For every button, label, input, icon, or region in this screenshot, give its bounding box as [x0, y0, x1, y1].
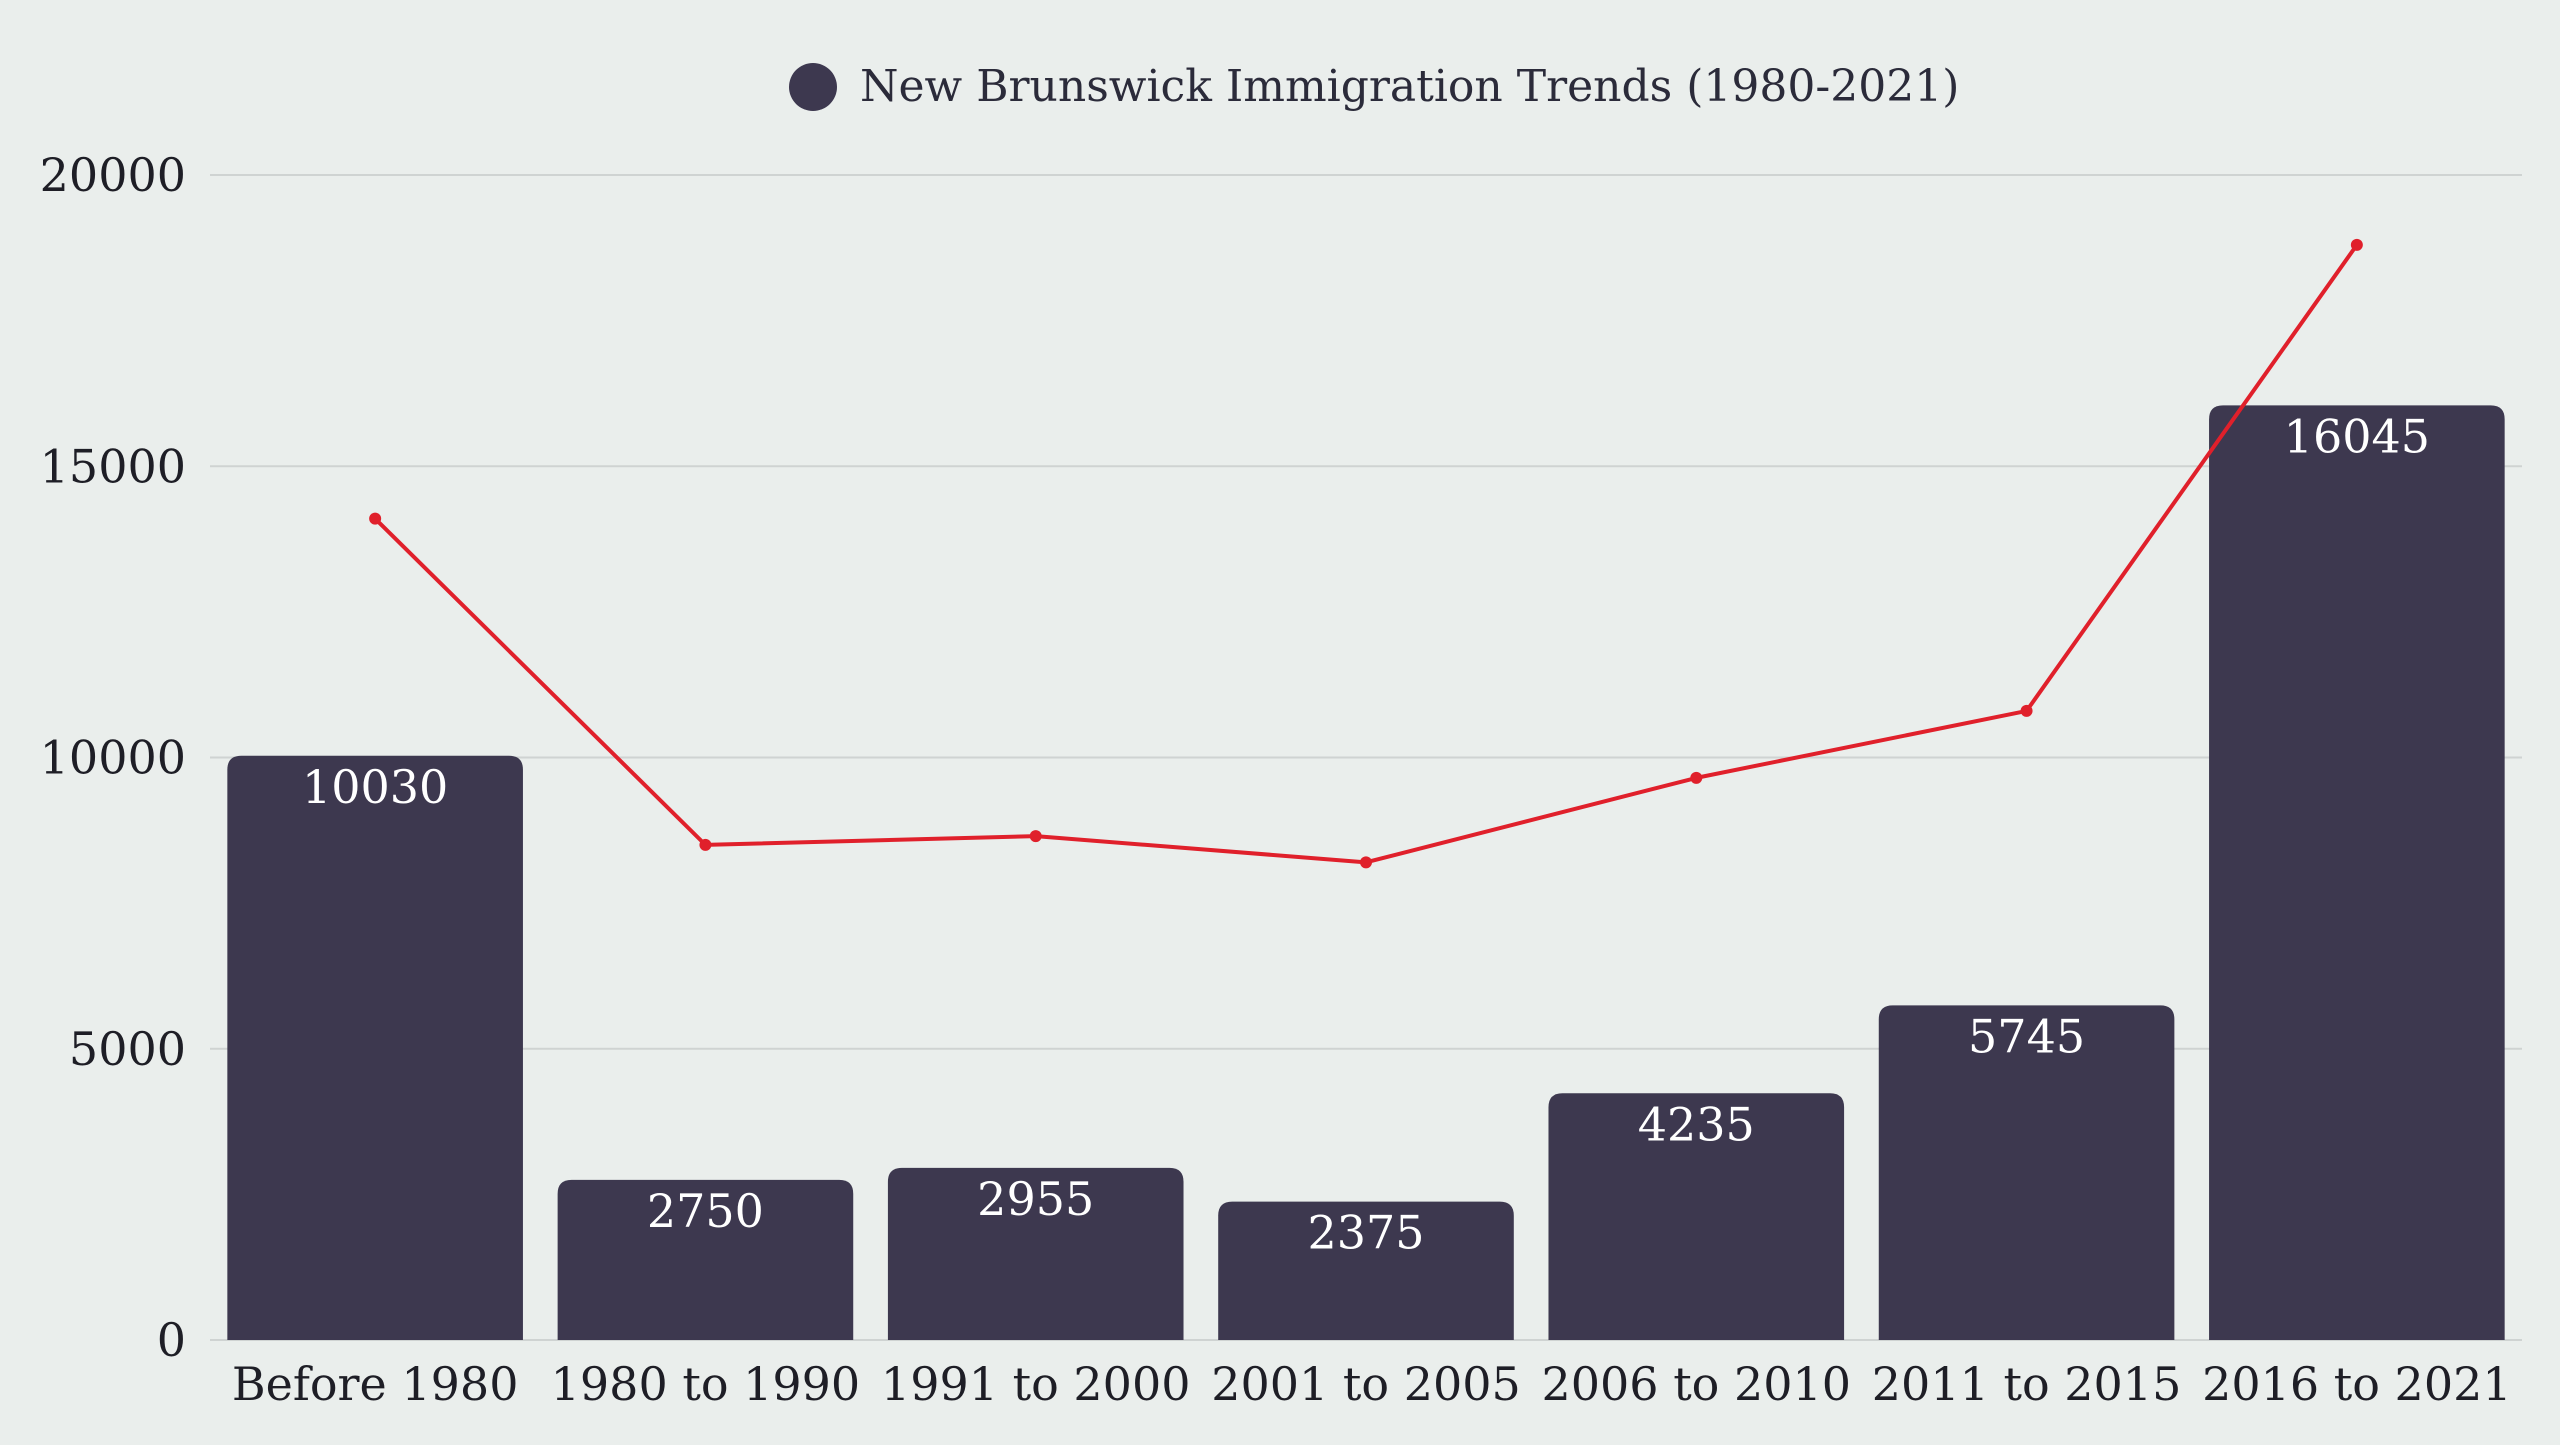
x-tick-label: 1991 to 2000	[881, 1357, 1191, 1411]
y-tick-label: 0	[157, 1313, 186, 1367]
bar-value-label: 5745	[1968, 1009, 2085, 1063]
bar	[557, 1179, 854, 1340]
grid-layer	[210, 174, 2522, 1341]
line-point	[1029, 830, 1042, 843]
label-layer: 0 5000 10000 15000 20000 10030 Before 1980 2750…	[40, 148, 2512, 1411]
y-tick-label: 5000	[69, 1022, 186, 1076]
x-tick-label: 1980 to 1990	[551, 1357, 861, 1411]
bar-value-label: 10030	[302, 760, 448, 814]
x-tick-label: 2001 to 2005	[1211, 1357, 1521, 1411]
line-point	[699, 838, 712, 851]
bar	[1548, 1093, 1845, 1340]
bar	[2209, 405, 2505, 1340]
line-point	[2350, 238, 2363, 251]
bar	[1218, 1201, 1514, 1340]
bar-layer	[227, 405, 2505, 1340]
bar	[887, 1167, 1184, 1340]
y-tick-label: 15000	[40, 439, 186, 493]
x-tick-label: 2006 to 2010	[1542, 1357, 1852, 1411]
line-series	[373, 243, 2359, 865]
y-tick-label: 10000	[40, 731, 186, 785]
x-tick-label: Before 1980	[232, 1357, 519, 1411]
bar-value-label: 2955	[977, 1172, 1094, 1226]
line-point	[369, 512, 382, 525]
bar	[227, 755, 523, 1340]
y-tick-label: 20000	[40, 148, 186, 202]
line-point	[1360, 856, 1372, 869]
x-tick-label: 2011 to 2015	[1872, 1357, 2182, 1411]
line-layer	[369, 238, 2363, 869]
line-point	[2020, 704, 2033, 717]
legend-label: New Brunswick Immigration Trends (1980-2…	[860, 61, 1959, 112]
legend: New Brunswick Immigration Trends (1980-2…	[789, 61, 1959, 112]
bar-value-label: 2750	[647, 1184, 764, 1238]
bar-value-label: 2375	[1307, 1206, 1424, 1260]
legend-swatch	[789, 63, 837, 111]
bar	[1878, 1005, 2175, 1340]
bar-value-label: 4235	[1638, 1097, 1755, 1151]
x-tick-label: 2016 to 2021	[2202, 1357, 2512, 1411]
bar-value-label: 16045	[2284, 409, 2430, 463]
line-point	[1690, 771, 1703, 784]
